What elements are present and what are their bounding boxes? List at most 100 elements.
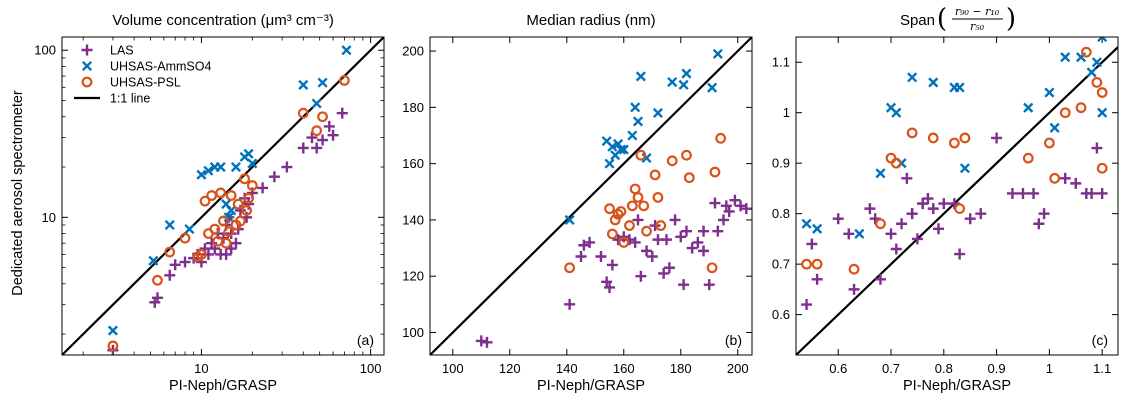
data-point: [1086, 187, 1098, 199]
y-tick-label: 0.7: [772, 257, 790, 272]
data-point: [601, 276, 613, 288]
data-point: [225, 190, 237, 201]
x-tick-label: 100: [442, 361, 464, 376]
panel-title: Median radius (nm): [526, 12, 655, 29]
legend-label: 1:1 line: [110, 92, 150, 106]
data-point: [604, 281, 616, 293]
data-point: [629, 236, 641, 248]
data-point: [703, 279, 715, 291]
data-point: [709, 166, 721, 178]
data-point: [606, 228, 618, 240]
data-point: [1038, 208, 1050, 220]
series-uhsas-psl: [801, 46, 1108, 275]
data-point: [624, 220, 635, 231]
data-point: [615, 144, 626, 155]
data-point: [723, 205, 735, 217]
legend-marker: [81, 60, 93, 72]
y-tick-label: 160: [402, 156, 424, 171]
data-point: [954, 248, 966, 260]
y-tick-label: 140: [402, 212, 424, 227]
data-point: [928, 77, 939, 88]
series-las: [475, 194, 752, 348]
data-point: [241, 205, 253, 216]
title-numerator: r₉₀ − r₁₀: [955, 5, 1000, 18]
data-point: [811, 273, 823, 285]
data-point: [735, 200, 747, 212]
data-point: [875, 168, 886, 179]
data-point: [196, 169, 207, 180]
data-point: [629, 183, 641, 195]
x-axis-label: PI-Neph/GRASP: [903, 378, 1011, 394]
data-point: [475, 335, 487, 347]
data-point: [317, 111, 328, 123]
data-point: [635, 149, 647, 161]
data-point: [209, 223, 221, 235]
x-tick-label: 100: [360, 361, 382, 376]
data-point: [630, 102, 641, 113]
data-point: [199, 195, 211, 207]
data-point: [632, 214, 644, 226]
data-point: [954, 82, 965, 93]
x-tick-label: 120: [499, 361, 521, 376]
data-point: [706, 262, 718, 274]
data-point: [801, 258, 812, 270]
data-point: [906, 208, 918, 220]
data-point: [164, 246, 176, 258]
data-point: [1059, 107, 1071, 119]
data-point: [239, 173, 250, 185]
y-tick-label: 10: [42, 210, 56, 225]
data-point: [243, 148, 254, 159]
data-point: [709, 197, 721, 209]
panel-3: 0.6 0.7 0.8 0.9 1 1.1 0.6 0.7 0.8 0.9 1 1.1 PI-Neph/…: [772, 4, 1119, 394]
y-tick-label: 0.8: [772, 206, 790, 221]
data-point: [1049, 172, 1061, 184]
data-point: [954, 203, 966, 215]
data-point: [843, 228, 855, 240]
data-point: [927, 132, 939, 144]
data-point: [911, 233, 923, 245]
y-tick-label: 0.9: [772, 156, 790, 171]
data-point: [609, 214, 621, 226]
data-point: [917, 198, 929, 210]
x-axis-label: PI-Neph/GRASP: [169, 378, 277, 394]
data-point: [615, 206, 627, 217]
data-point: [1070, 177, 1082, 189]
data-point: [1043, 137, 1055, 149]
data-point: [718, 214, 730, 226]
data-point: [698, 225, 710, 237]
data-point: [975, 208, 987, 220]
data-point: [243, 198, 255, 210]
x-axis-label: PI-Neph/GRASP: [537, 378, 645, 394]
data-point: [848, 283, 860, 295]
x-tick-label: 140: [556, 361, 578, 376]
data-point: [1044, 87, 1055, 98]
data-point: [268, 171, 280, 183]
data-point: [658, 267, 670, 279]
data-point: [225, 228, 237, 240]
data-point: [938, 198, 950, 210]
data-point: [148, 255, 159, 266]
data-point: [604, 203, 615, 215]
x-tick-label: 10: [194, 361, 208, 376]
data-point: [641, 245, 653, 257]
data-point: [107, 340, 119, 352]
series-uhsas-psl: [564, 132, 727, 274]
data-point: [1023, 102, 1034, 113]
data-point: [959, 132, 971, 144]
data-point: [649, 220, 661, 232]
data-point: [604, 158, 615, 169]
legend-label: LAS: [110, 44, 134, 58]
data-point: [698, 245, 710, 257]
data-point: [1096, 87, 1108, 98]
series-uhsas-psl: [107, 74, 350, 352]
data-point: [649, 169, 661, 181]
data-point: [896, 218, 908, 230]
data-point: [890, 157, 902, 169]
data-point: [922, 193, 934, 205]
data-point: [257, 182, 269, 194]
data-point: [906, 127, 918, 139]
data-point: [107, 325, 118, 336]
data-point: [678, 79, 689, 90]
data-point: [311, 98, 322, 109]
data-point: [1059, 172, 1071, 184]
